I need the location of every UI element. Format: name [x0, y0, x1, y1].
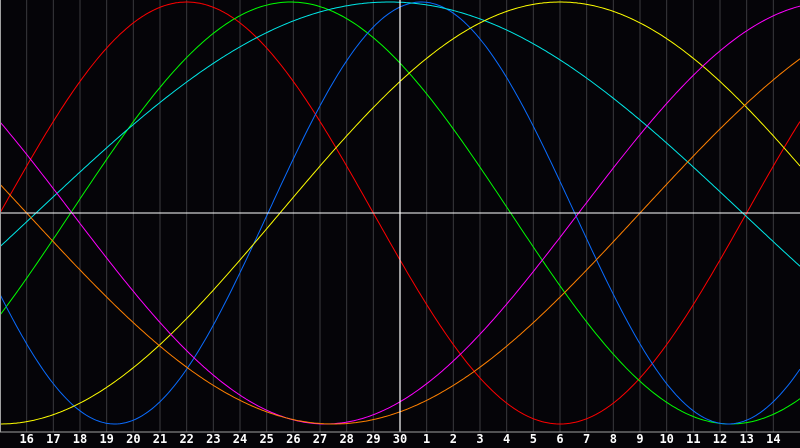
grid [26, 0, 774, 432]
x-tick-label: 19 [99, 432, 113, 446]
x-tick-label: 1 [423, 432, 430, 446]
x-tick-label: 30 [393, 432, 407, 446]
x-tick-label: 18 [73, 432, 87, 446]
x-tick-label: 11 [686, 432, 700, 446]
x-tick-label: 6 [556, 432, 563, 446]
x-tick-label: 25 [259, 432, 273, 446]
x-tick-labels: 16 17 18 19 20 21 22 23 24 25 26 27 28 29 30 1 2 3 4 5 6 7 8 9 1… [19, 432, 780, 446]
x-tick-label: 14 [766, 432, 780, 446]
x-tick-label: 23 [206, 432, 220, 446]
x-tick-label: 22 [179, 432, 193, 446]
x-tick-label: 4 [503, 432, 510, 446]
x-tick-label: 5 [530, 432, 537, 446]
x-tick-label: 24 [233, 432, 247, 446]
x-tick-label: 8 [610, 432, 617, 446]
x-tick-label: 10 [659, 432, 673, 446]
x-tick-label: 27 [313, 432, 327, 446]
axes [0, 0, 800, 433]
x-tick-label: 17 [46, 432, 60, 446]
x-tick-label: 26 [286, 432, 300, 446]
x-tick-label: 20 [126, 432, 140, 446]
x-tick-label: 21 [153, 432, 167, 446]
x-tick-label: 2 [450, 432, 457, 446]
x-tick-label: 13 [739, 432, 753, 446]
x-tick-label: 16 [19, 432, 33, 446]
x-tick-label: 9 [636, 432, 643, 446]
x-tick-label: 28 [339, 432, 353, 446]
x-tick-label: 29 [366, 432, 380, 446]
x-tick-label: 3 [476, 432, 483, 446]
x-tick-label: 7 [583, 432, 590, 446]
x-tick-label: 12 [713, 432, 727, 446]
